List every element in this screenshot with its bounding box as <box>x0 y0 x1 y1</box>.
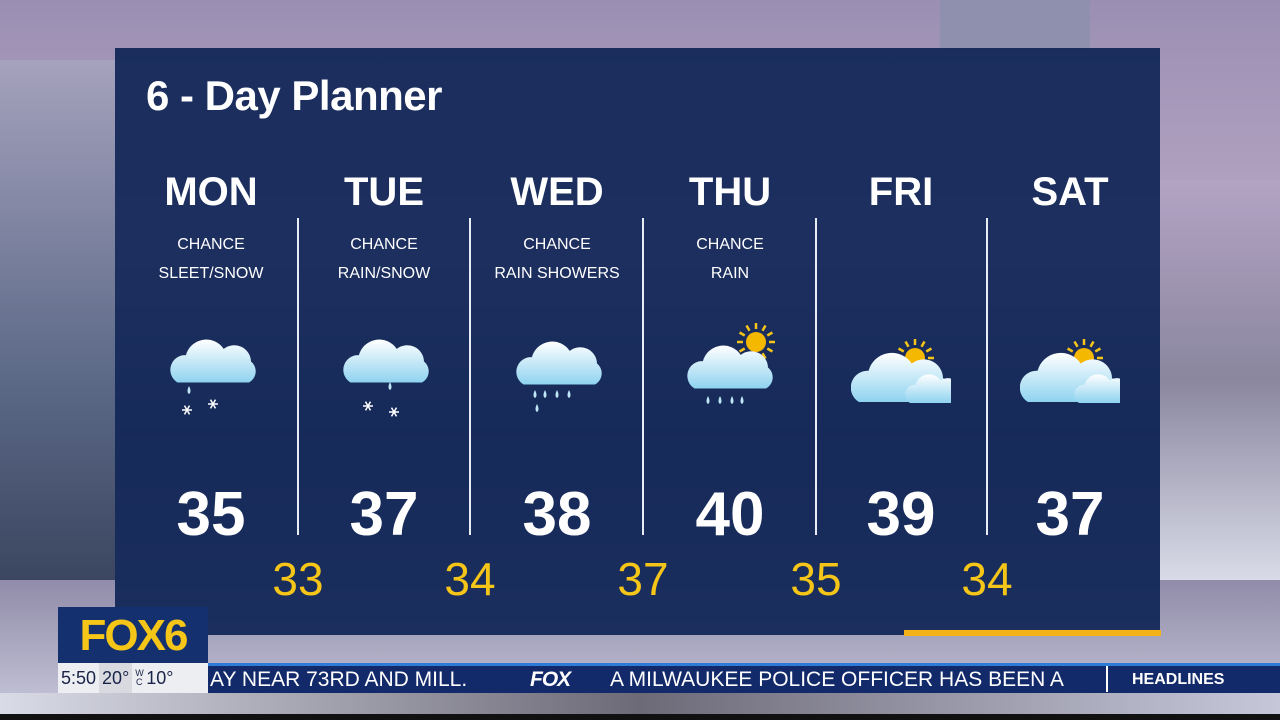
high-temp: 37 <box>349 480 419 549</box>
rain-showers-cloud-icon <box>516 341 602 412</box>
high-temp: 37 <box>1035 480 1105 549</box>
sun-rain-cloud-icon <box>687 323 775 404</box>
condition-text: CHANCE RAIN SHOWERS <box>471 230 643 288</box>
wind-chill-label: WC <box>135 668 144 687</box>
high-temp: 35 <box>176 480 246 549</box>
low-temp: 37 <box>617 553 669 605</box>
ticker-divider <box>1106 666 1108 692</box>
accent-bar <box>904 630 1161 636</box>
condition-line: CHANCE <box>350 236 418 253</box>
ticker-section: HEADLINES <box>1132 671 1225 688</box>
forecast-panel <box>115 48 1160 635</box>
day-label: WED <box>510 170 604 214</box>
partly-cloudy-icon <box>851 339 951 403</box>
rain-snow-cloud-icon <box>343 339 429 417</box>
status-bar: 5:50 20° WC 10° <box>58 663 208 693</box>
background-bridge <box>0 60 115 580</box>
station-logo: FOX6 <box>58 607 208 663</box>
high-temp: 39 <box>866 480 936 549</box>
high-temp: 38 <box>522 480 592 549</box>
column-divider <box>986 218 988 535</box>
condition-text: CHANCE RAIN/SNOW <box>298 230 470 288</box>
day-label: THU <box>688 170 772 214</box>
condition-line: CHANCE <box>177 236 245 253</box>
day-label: MON <box>164 170 258 214</box>
day-label: TUE <box>344 170 424 214</box>
background-tower <box>940 0 1090 50</box>
background-city <box>1160 180 1280 580</box>
low-temp: 35 <box>790 553 842 605</box>
high-temp: 40 <box>695 480 765 549</box>
day-label: FRI <box>868 170 934 214</box>
condition-line: CHANCE <box>696 236 764 253</box>
condition-line: RAIN SHOWERS <box>494 265 620 282</box>
condition-text: CHANCE SLEET/SNOW <box>125 230 297 288</box>
letterbox <box>0 714 1280 720</box>
column-divider <box>297 218 299 535</box>
condition-line: RAIN <box>710 265 750 282</box>
wind-chill: 10° <box>146 668 174 688</box>
sleet-snow-cloud-icon <box>170 339 256 415</box>
column-divider <box>642 218 644 535</box>
ticker-text: A MILWAUKEE POLICE OFFICER HAS BEEN A <box>610 668 1064 691</box>
fox-logo: FOX <box>530 668 571 691</box>
low-temp: 33 <box>272 553 324 605</box>
time: 5:50 <box>61 668 97 688</box>
page-title: 6 - Day Planner <box>146 72 442 119</box>
condition-line: SLEET/SNOW <box>158 265 264 282</box>
day-label: SAT <box>1031 170 1109 214</box>
condition-line: RAIN/SNOW <box>337 265 431 282</box>
partly-cloudy-icon <box>1020 339 1120 403</box>
column-divider <box>815 218 817 535</box>
low-temp: 34 <box>961 553 1013 605</box>
temperature: 20° <box>99 663 133 693</box>
condition-line: CHANCE <box>523 236 591 253</box>
condition-text: CHANCE RAIN <box>644 230 816 288</box>
column-divider <box>469 218 471 535</box>
news-ticker: AY NEAR 73RD AND MILL. FOX A MILWAUKEE P… <box>208 663 1280 693</box>
low-temp: 34 <box>444 553 496 605</box>
ticker-text: AY NEAR 73RD AND MILL. <box>210 668 468 691</box>
